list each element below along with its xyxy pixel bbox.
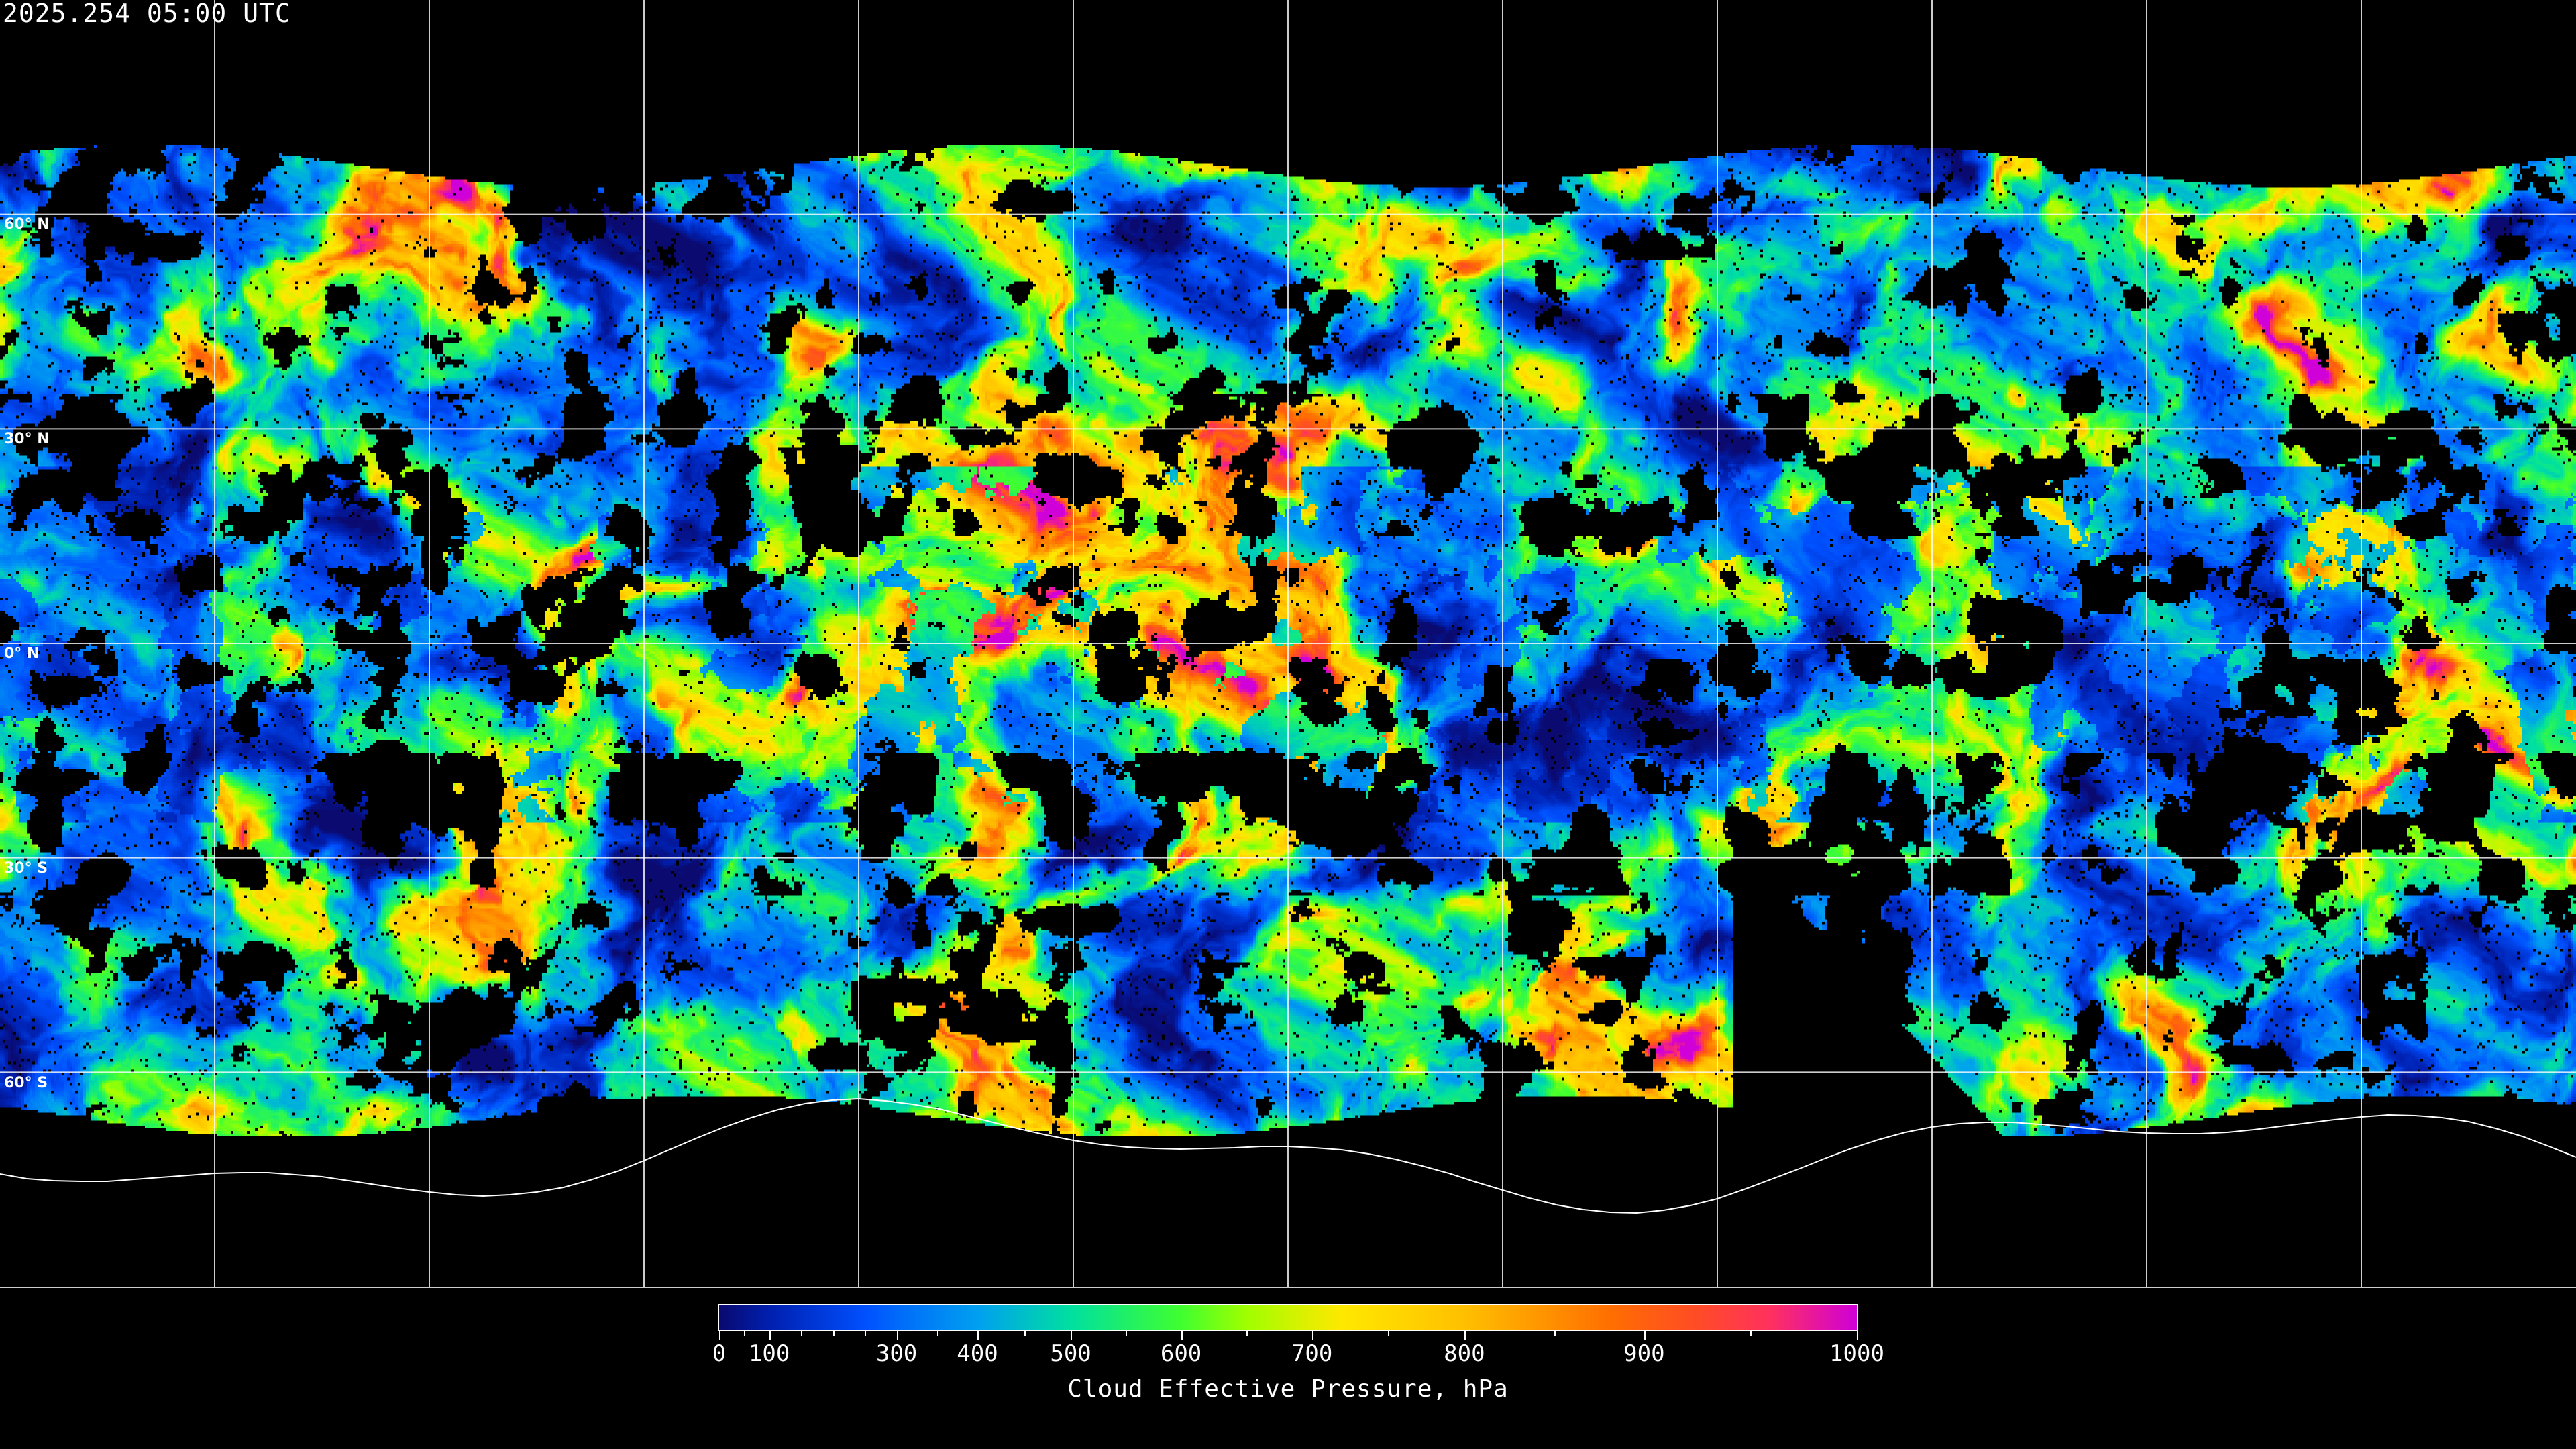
coastline-antarctica — [0, 1097, 2576, 1214]
colorbar-minor-tick — [1024, 1331, 1026, 1336]
colorbar-tick-label: 300 — [875, 1340, 918, 1367]
colorbar-minor-tick — [1246, 1331, 1248, 1336]
colorbar-tick-label: 600 — [1160, 1340, 1202, 1367]
colorbar-gradient — [719, 1305, 1857, 1330]
colorbar-minor-tick — [865, 1331, 867, 1336]
colorbar-minor-tick — [833, 1331, 835, 1336]
timestamp-title: 2025.254 05:00 UTC — [3, 0, 291, 28]
colorbar-tick-label: 500 — [1050, 1340, 1091, 1367]
colorbar-major-tick — [1464, 1331, 1466, 1340]
colorbar-major-tick — [769, 1331, 771, 1340]
colorbar-major-tick — [896, 1331, 898, 1340]
lat-label-60s: 60° S — [4, 1075, 48, 1091]
colorbar-tick-label: 400 — [957, 1340, 998, 1367]
lat-label-60n: 60° N — [4, 216, 50, 233]
colorbar-major-tick — [1071, 1331, 1073, 1340]
colorbar-tick-label: 800 — [1444, 1340, 1485, 1367]
colorbar-label: Cloud Effective Pressure, hPa — [1067, 1375, 1509, 1403]
colorbar-minor-tick — [801, 1331, 803, 1336]
colorbar-major-tick — [1311, 1331, 1313, 1340]
colorbar-tick-label: 900 — [1623, 1340, 1665, 1367]
colorbar — [718, 1304, 1858, 1331]
colorbar-minor-tick — [1750, 1331, 1752, 1336]
colorbar-major-tick — [719, 1331, 720, 1340]
colorbar-tick-label: 1000 — [1829, 1340, 1884, 1367]
colorbar-major-tick — [1181, 1331, 1183, 1340]
colorbar-minor-tick — [936, 1331, 938, 1336]
graticule — [0, 0, 2576, 1287]
colorbar-tick-label: 0 — [712, 1340, 727, 1367]
colorbar-minor-tick — [1554, 1331, 1556, 1336]
colorbar-major-tick — [977, 1331, 979, 1340]
colorbar-minor-tick — [744, 1331, 746, 1336]
lat-label-0: 0° N — [4, 645, 40, 662]
colorbar-minor-tick — [1126, 1331, 1128, 1336]
colorbar-major-tick — [1857, 1331, 1858, 1340]
map-border — [0, 1287, 2576, 1288]
colorbar-major-tick — [1644, 1331, 1646, 1340]
colorbar-tick-label: 700 — [1291, 1340, 1333, 1367]
cloud-pressure-map — [0, 0, 2576, 1287]
lat-label-30n: 30° N — [4, 431, 50, 447]
colorbar-minor-tick — [1388, 1331, 1390, 1336]
colorbar-tick-label: 100 — [748, 1340, 790, 1367]
lat-label-30s: 30° S — [4, 860, 48, 877]
